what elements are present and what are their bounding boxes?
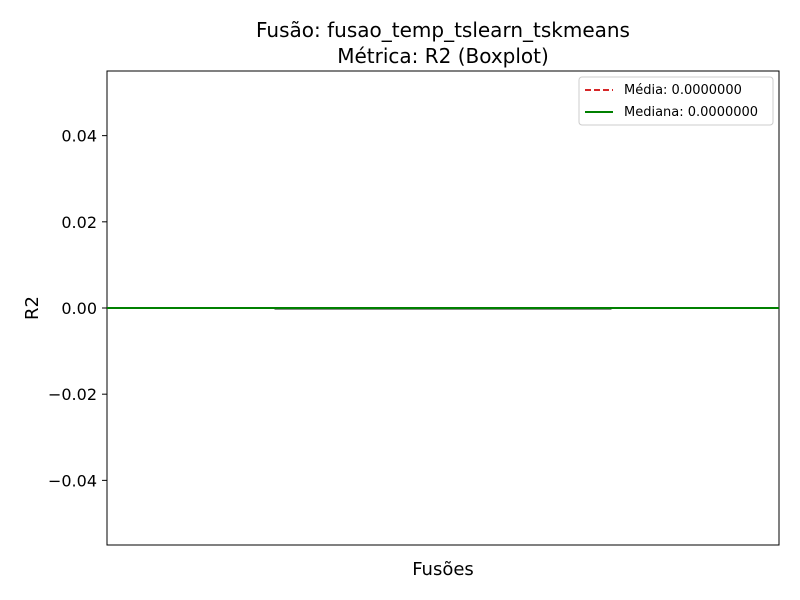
y-tick-label: −0.02	[48, 385, 97, 404]
x-axis-label: Fusões	[412, 559, 474, 580]
legend-median-label: Mediana: 0.0000000	[624, 105, 758, 120]
y-axis-ticks: 0.04 0.02 0.00 −0.02 −0.04	[48, 127, 107, 490]
chart-title-line2: Métrica: R2 (Boxplot)	[337, 44, 549, 68]
y-tick-label: −0.04	[48, 471, 97, 490]
legend-mean-label: Média: 0.0000000	[624, 83, 742, 98]
legend: Média: 0.0000000 Mediana: 0.0000000	[578, 76, 774, 126]
legend-box	[578, 76, 774, 126]
chart-title-line1: Fusão: fusao_temp_tslearn_tskmeans	[256, 18, 630, 42]
y-tick-label: 0.02	[61, 213, 97, 232]
y-tick-label: 0.00	[61, 299, 97, 318]
y-tick-label: 0.04	[61, 127, 97, 146]
y-axis-label: R2	[22, 296, 43, 320]
